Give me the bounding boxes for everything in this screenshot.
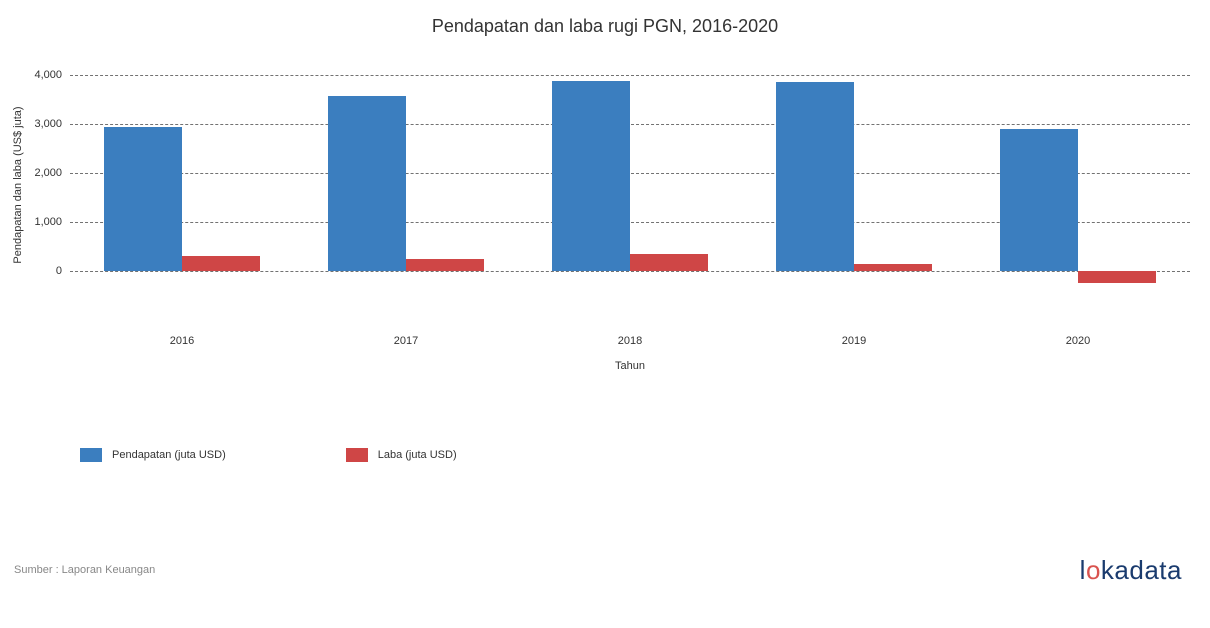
- brand-logo: lokadata: [1080, 555, 1182, 586]
- legend-label: Pendapatan (juta USD): [112, 449, 226, 461]
- bar: [630, 254, 708, 271]
- y-tick-label: 0: [56, 265, 62, 277]
- bar: [104, 127, 182, 271]
- y-tick-label: 1,000: [34, 216, 62, 228]
- y-tick-label: 2,000: [34, 167, 62, 179]
- y-tick-label: 4,000: [34, 69, 62, 81]
- bars-layer: [70, 65, 1190, 305]
- bar: [328, 96, 406, 271]
- legend-label: Laba (juta USD): [378, 449, 457, 461]
- chart-area: Pendapatan dan laba (US$ juta) Tahun 01,…: [70, 45, 1190, 375]
- brand-text: kadata: [1101, 555, 1182, 585]
- bar: [182, 256, 260, 271]
- bar: [1000, 129, 1078, 271]
- plot-region: Pendapatan dan laba (US$ juta) Tahun 01,…: [70, 65, 1190, 305]
- legend-swatch: [346, 448, 368, 462]
- bar: [854, 264, 932, 270]
- legend-item-laba: Laba (juta USD): [346, 448, 457, 462]
- y-axis-label: Pendapatan dan laba (US$ juta): [12, 106, 24, 263]
- x-tick-label: 2016: [170, 335, 194, 347]
- legend-item-pendapatan: Pendapatan (juta USD): [80, 448, 226, 462]
- x-tick-label: 2020: [1066, 335, 1090, 347]
- chart-title: Pendapatan dan laba rugi PGN, 2016-2020: [0, 0, 1210, 45]
- x-axis-label: Tahun: [615, 360, 645, 372]
- legend-swatch: [80, 448, 102, 462]
- bar: [406, 259, 484, 271]
- source-text: Sumber : Laporan Keuangan: [14, 564, 155, 576]
- brand-accent: o: [1086, 555, 1101, 585]
- y-tick-label: 3,000: [34, 118, 62, 130]
- bar: [552, 81, 630, 271]
- x-tick-label: 2018: [618, 335, 642, 347]
- legend: Pendapatan (juta USD) Laba (juta USD): [80, 448, 457, 462]
- x-tick-label: 2019: [842, 335, 866, 347]
- bar: [776, 82, 854, 271]
- bar: [1078, 271, 1156, 284]
- x-tick-label: 2017: [394, 335, 418, 347]
